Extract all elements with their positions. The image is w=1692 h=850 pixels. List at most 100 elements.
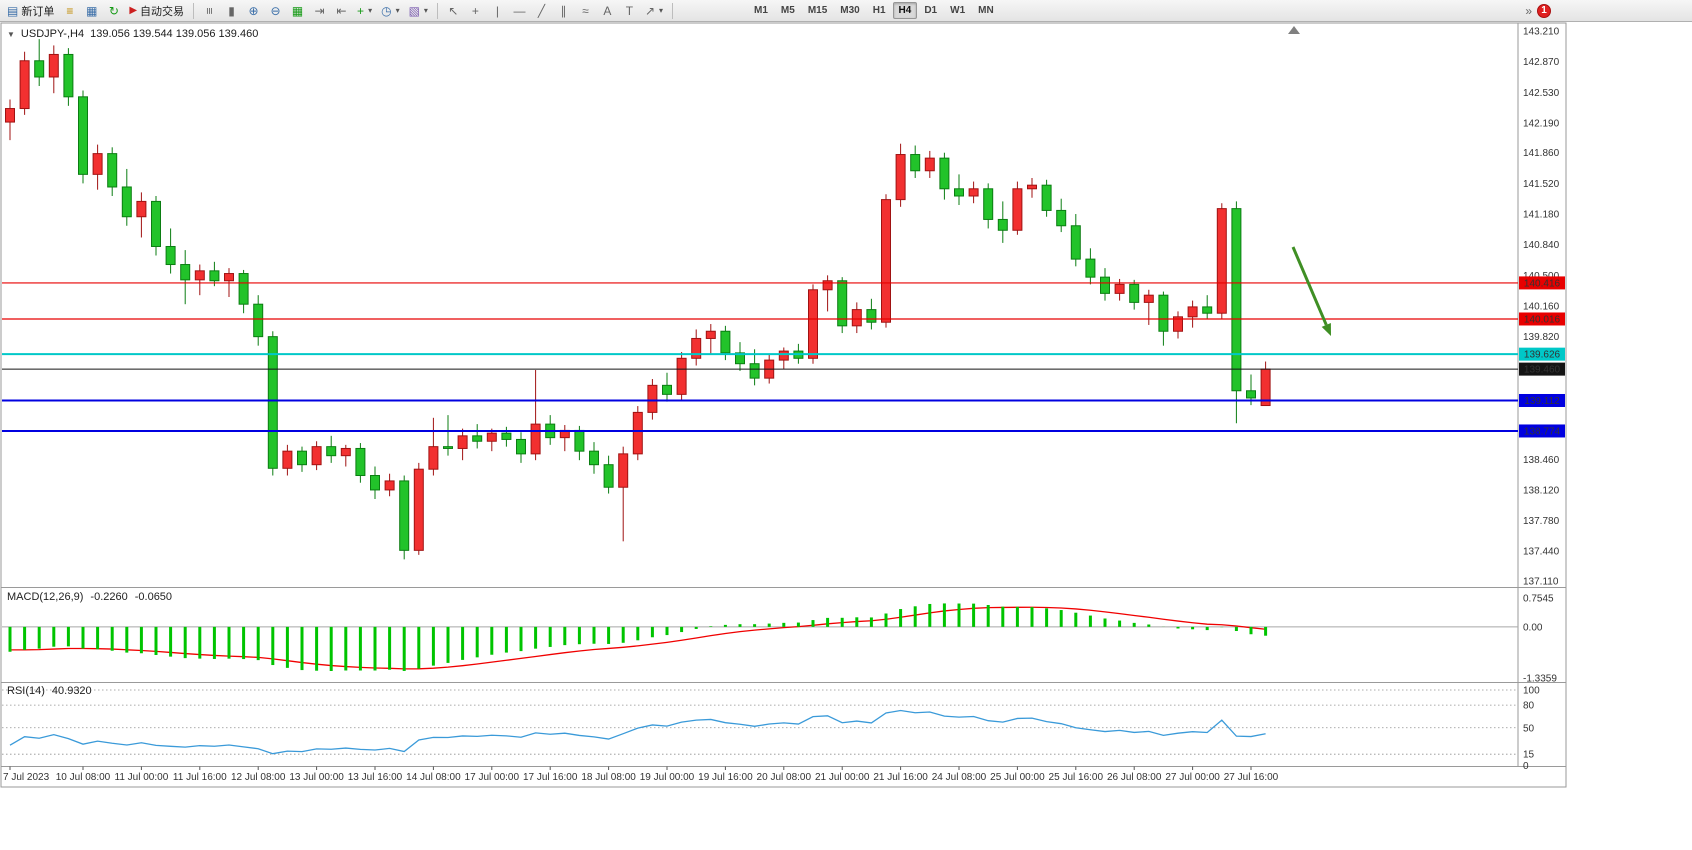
chart-window: 143.210 142.870 142.530 142.190 141.860 141.5… xyxy=(0,22,1568,790)
timeframe-h4[interactable]: H4 xyxy=(892,2,918,19)
svg-text:0.00: 0.00 xyxy=(1523,622,1543,633)
svg-text:13 Jul 00:00: 13 Jul 00:00 xyxy=(289,772,344,783)
svg-text:20 Jul 08:00: 20 Jul 08:00 xyxy=(757,772,812,783)
trendline-button[interactable]: ╱ xyxy=(531,2,552,20)
new-order-label: 新订单 xyxy=(21,5,55,18)
periods-icon: ◷ xyxy=(381,3,392,18)
timeframe-m15[interactable]: M15 xyxy=(802,2,833,19)
vertical-line-button[interactable]: | xyxy=(487,2,508,20)
timeframe-m1[interactable]: M1 xyxy=(748,2,774,19)
indicators-icon: + xyxy=(357,3,365,18)
collapse-icon[interactable]: ▼ xyxy=(7,29,15,39)
svg-text:137.440: 137.440 xyxy=(1523,547,1560,558)
horizontal-line-button[interactable]: — xyxy=(509,2,530,20)
svg-text:138.120: 138.120 xyxy=(1523,485,1560,496)
svg-text:27 Jul 00:00: 27 Jul 00:00 xyxy=(1165,772,1220,783)
chart-canvas[interactable]: 143.210 142.870 142.530 142.190 141.860 141.5… xyxy=(0,22,1568,790)
svg-text:138.460: 138.460 xyxy=(1523,455,1560,466)
timeframe-toolbar: M1 M5 M15 M30 H1 H4 D1 W1 MN xyxy=(748,2,1000,19)
notification-badge[interactable]: 1 xyxy=(1537,3,1551,18)
candlestick-chart-button[interactable]: ▮ xyxy=(221,2,242,20)
market-depth-button[interactable]: ≡ xyxy=(59,2,80,20)
refresh-button[interactable]: ↻ xyxy=(103,2,124,20)
svg-text:0.7545: 0.7545 xyxy=(1523,594,1554,605)
templates-icon: ▧ xyxy=(408,3,420,18)
toolbar-separator xyxy=(436,2,438,19)
indicators-button[interactable]: + xyxy=(353,2,376,20)
rsi-value: 40.9320 xyxy=(51,685,92,697)
cursor-button[interactable]: ↖ xyxy=(443,2,464,20)
rsi-panel[interactable]: 100 80 50 150 xyxy=(2,686,1540,773)
timeframe-m30[interactable]: M30 xyxy=(834,2,865,19)
channel-button[interactable]: ∥ xyxy=(553,2,574,20)
arrow-annotation[interactable] xyxy=(1291,246,1331,336)
svg-text:-1.3359: -1.3359 xyxy=(1523,674,1557,685)
timeframe-h1[interactable]: H1 xyxy=(867,2,892,19)
svg-text:142.530: 142.530 xyxy=(1523,88,1560,99)
svg-text:11 Jul 16:00: 11 Jul 16:00 xyxy=(173,772,227,783)
zoom-in-button[interactable]: ⊕ xyxy=(243,2,264,20)
macd-indicator-label: MACD(12,26,9) -0.2260 -0.0650 xyxy=(7,591,172,603)
svg-text:139.820: 139.820 xyxy=(1523,332,1560,343)
charts-window-button[interactable]: ▦ xyxy=(81,2,102,20)
time-axis[interactable]: 7 Jul 2023 10 Jul 08:00 11 Jul 00:00 11 Jul… xyxy=(3,766,1279,784)
periods-button[interactable]: ◷ xyxy=(377,2,404,20)
text-button[interactable]: A xyxy=(597,2,618,20)
svg-text:138.774: 138.774 xyxy=(1524,426,1561,437)
svg-text:50: 50 xyxy=(1523,723,1535,734)
bar-chart-button[interactable]: ≡ xyxy=(199,2,220,20)
new-order-button[interactable]: ▤ 新订单 xyxy=(3,2,58,20)
svg-text:143.210: 143.210 xyxy=(1523,27,1560,38)
chart-symbol-header[interactable]: ▼ USDJPY-,H4 139.056 139.544 139.056 139… xyxy=(7,28,258,40)
toolbar-separator xyxy=(193,2,195,19)
symbol-title: USDJPY-,H4 xyxy=(20,28,85,40)
svg-text:7 Jul 2023: 7 Jul 2023 xyxy=(3,772,50,783)
svg-text:140.416: 140.416 xyxy=(1524,278,1561,289)
arrows-tool-button[interactable]: ↗ xyxy=(641,2,667,20)
svg-text:21 Jul 16:00: 21 Jul 16:00 xyxy=(873,772,928,783)
svg-text:11 Jul 00:00: 11 Jul 00:00 xyxy=(115,772,169,783)
level-lines[interactable]: 140.416 140.016 139.626 139.460 139.112 138.7… xyxy=(2,276,1565,438)
svg-text:17 Jul 16:00: 17 Jul 16:00 xyxy=(523,772,578,783)
bar-chart-icon: ≡ xyxy=(202,6,217,15)
svg-text:137.780: 137.780 xyxy=(1523,516,1560,527)
macd-signal-value: -0.0650 xyxy=(134,591,173,603)
templates-button[interactable]: ▧ xyxy=(405,2,432,20)
symbol-ohlc: 139.056 139.544 139.056 139.460 xyxy=(90,28,259,40)
rsi-indicator-label: RSI(14) 40.9320 xyxy=(7,685,92,697)
macd-panel[interactable]: 0.7545 0.00 -1.3359 xyxy=(2,594,1557,685)
svg-text:13 Jul 16:00: 13 Jul 16:00 xyxy=(348,772,403,783)
timeframe-mn[interactable]: MN xyxy=(972,2,1000,19)
main-toolbar: ▤ 新订单 ≡ ▦ ↻ ▶ 自动交易 ≡ ▮ ⊕ ⊖ ▦ ⇥ ⇤ + ◷ ▧ ↖… xyxy=(0,0,1692,22)
toolbar-overflow-icon[interactable]: » xyxy=(1525,3,1532,18)
timeframe-m5[interactable]: M5 xyxy=(775,2,801,19)
macd-signal-line xyxy=(9,606,1266,670)
timeframe-w1[interactable]: W1 xyxy=(944,2,971,19)
svg-text:24 Jul 08:00: 24 Jul 08:00 xyxy=(932,772,987,783)
horizontal-line-icon: — xyxy=(513,3,526,18)
rsi-line xyxy=(9,709,1266,755)
fibonacci-button[interactable]: ≈ xyxy=(575,2,596,20)
svg-text:139.460: 139.460 xyxy=(1524,365,1561,376)
fibonacci-icon: ≈ xyxy=(582,3,589,18)
price-axis[interactable]: 143.210 142.870 142.530 142.190 141.860 141.5… xyxy=(1523,27,1560,588)
auto-scroll-icon: ⇥ xyxy=(314,3,325,18)
text-label-button[interactable]: T xyxy=(619,2,640,20)
chart-shift-button[interactable]: ⇤ xyxy=(331,2,352,20)
crosshair-button[interactable]: + xyxy=(465,2,486,20)
tile-windows-button[interactable]: ▦ xyxy=(287,2,308,20)
trendline-icon: ╱ xyxy=(537,3,546,18)
auto-trading-button[interactable]: ▶ 自动交易 xyxy=(125,2,188,20)
crosshair-icon: + xyxy=(471,3,479,18)
svg-text:142.190: 142.190 xyxy=(1523,118,1560,129)
zoom-out-button[interactable]: ⊖ xyxy=(265,2,286,20)
market-depth-icon: ≡ xyxy=(66,3,74,18)
timeframe-d1[interactable]: D1 xyxy=(918,2,943,19)
chart-shift-icon: ⇤ xyxy=(336,3,347,18)
toolbar-separator xyxy=(672,2,674,19)
macd-histogram xyxy=(8,603,1268,672)
auto-scroll-button[interactable]: ⇥ xyxy=(309,2,330,20)
cursor-icon: ↖ xyxy=(448,3,459,18)
candlesticks[interactable] xyxy=(5,39,1271,560)
svg-text:137.110: 137.110 xyxy=(1523,577,1559,588)
